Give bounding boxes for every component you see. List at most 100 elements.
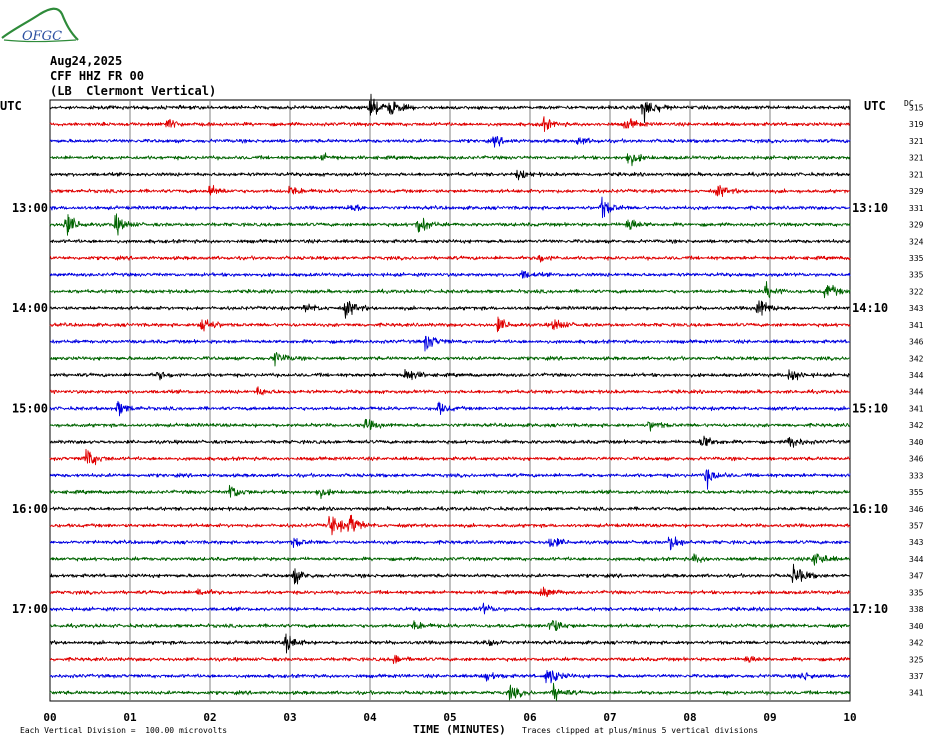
dc-offset-label: 335 — [909, 254, 924, 263]
x-tick-label: 01 — [123, 711, 137, 724]
logo-swoosh — [1, 7, 79, 41]
seismic-trace — [49, 213, 851, 236]
left-axis-title: UTC — [0, 99, 22, 113]
seismic-traces — [49, 93, 851, 702]
dc-offset-label: 335 — [909, 588, 924, 597]
dc-offset-label: 315 — [909, 104, 924, 113]
dc-offset-label: 340 — [909, 622, 924, 631]
dc-offset-label: 342 — [909, 639, 924, 648]
left-time-label: 17:00 — [12, 602, 48, 616]
seismic-trace — [49, 169, 851, 181]
right-time-label: 15:10 — [852, 401, 888, 415]
dc-offset-label: 337 — [909, 672, 924, 681]
x-tick-label: 06 — [523, 711, 537, 724]
seismic-trace — [49, 196, 851, 219]
right-time-label: 17:10 — [852, 602, 888, 616]
left-time-label: 16:00 — [12, 502, 48, 516]
seismic-trace — [49, 184, 851, 198]
x-tick-label: 03 — [283, 711, 296, 724]
dc-offset-label: 344 — [909, 388, 924, 397]
dc-offset-label: 344 — [909, 371, 924, 380]
seismic-trace — [49, 270, 851, 279]
footer-scale: Each Vertical Division = 100.00 microvol… — [20, 726, 227, 735]
seismic-trace — [49, 254, 851, 263]
seismic-trace — [49, 418, 851, 432]
header-date: Aug24,2025 — [50, 54, 122, 68]
minute-gridlines — [129, 100, 771, 701]
dc-offset-label: 342 — [909, 421, 924, 430]
dc-offset-label: 321 — [909, 137, 924, 146]
dc-offset-label: 341 — [909, 321, 924, 330]
x-tick-label: 04 — [363, 711, 377, 724]
logo-text: OFGC — [22, 29, 62, 44]
seismic-trace — [49, 369, 851, 381]
right-time-label: 13:10 — [852, 201, 888, 215]
header-station: CFF HHZ FR 00 — [50, 69, 144, 83]
seismic-trace — [49, 506, 851, 512]
x-axis-ticks: 00 01 02 03 04 05 06 07 08 09 10 — [43, 711, 856, 724]
dc-offset-label: 331 — [909, 204, 924, 213]
seismic-trace — [49, 152, 851, 167]
dc-offset-label: 341 — [909, 689, 924, 698]
seismic-trace — [49, 281, 851, 299]
seismic-trace — [49, 116, 851, 133]
seismic-trace — [49, 316, 851, 333]
dc-offset-label: 346 — [909, 338, 924, 347]
dc-offset-label: 338 — [909, 605, 924, 614]
seismic-trace — [49, 136, 851, 148]
dc-offset-label: 321 — [909, 154, 924, 163]
dc-offset-label: 342 — [909, 354, 924, 363]
seismic-trace — [49, 586, 851, 598]
dc-offset-label: 335 — [909, 271, 924, 280]
dc-label: DC — [904, 99, 914, 108]
seismic-trace — [49, 448, 851, 466]
dc-offset-label: 321 — [909, 170, 924, 179]
seismic-trace — [49, 469, 851, 490]
dc-offset-label: 346 — [909, 455, 924, 464]
dc-offset-label: 329 — [909, 187, 924, 196]
dc-offset-label: 343 — [909, 304, 924, 313]
x-tick-label: 05 — [443, 711, 456, 724]
dc-offset-label: 347 — [909, 572, 924, 581]
dc-offset-label: 357 — [909, 522, 924, 531]
header-location: (LB Clermont Vertical) — [50, 84, 216, 98]
seismic-trace — [49, 563, 851, 585]
dc-offset-label: 344 — [909, 555, 924, 564]
seismic-trace — [49, 93, 851, 123]
dc-offset-label: 355 — [909, 488, 924, 497]
left-time-label: 15:00 — [12, 401, 48, 415]
x-tick-label: 00 — [43, 711, 56, 724]
x-tick-label: 09 — [763, 711, 776, 724]
seismic-trace — [49, 633, 851, 654]
x-tick-label: 02 — [203, 711, 216, 724]
dc-offset-label: 329 — [909, 221, 924, 230]
right-time-label: 14:10 — [852, 301, 888, 315]
x-axis-label: TIME (MINUTES) — [413, 723, 506, 736]
seismic-trace — [49, 300, 851, 319]
seismic-trace — [49, 484, 851, 500]
x-tick-label: 08 — [683, 711, 696, 724]
seismic-trace — [49, 352, 851, 367]
seismic-trace — [49, 238, 851, 244]
seismic-trace — [49, 620, 851, 632]
right-time-labels: 13:10 14:10 15:10 16:10 17:10 — [852, 201, 888, 616]
dc-offset-labels: 315 319 321 321 321 329 331 329 324 335 335 322 343 3… — [909, 104, 924, 698]
x-tick-label: 10 — [843, 711, 856, 724]
dc-offset-label: 341 — [909, 404, 924, 413]
seismic-trace — [49, 400, 851, 417]
seismic-trace — [49, 335, 851, 352]
left-time-labels: 13:00 14:00 15:00 16:00 17:00 — [12, 201, 48, 616]
left-time-label: 14:00 — [12, 301, 48, 315]
dc-offset-label: 333 — [909, 471, 924, 480]
logo-swoosh-base — [3, 39, 77, 43]
dc-offset-label: 346 — [909, 505, 924, 514]
seismic-trace — [49, 654, 851, 665]
dc-offset-label: 324 — [909, 237, 924, 246]
dc-offset-label: 322 — [909, 287, 924, 296]
footer-clip: Traces clipped at plus/minus 5 vertical … — [522, 726, 758, 735]
seismic-trace — [49, 553, 851, 566]
right-axis-title: UTC — [864, 99, 886, 113]
seismic-trace — [49, 514, 851, 536]
dc-offset-label: 319 — [909, 120, 924, 129]
